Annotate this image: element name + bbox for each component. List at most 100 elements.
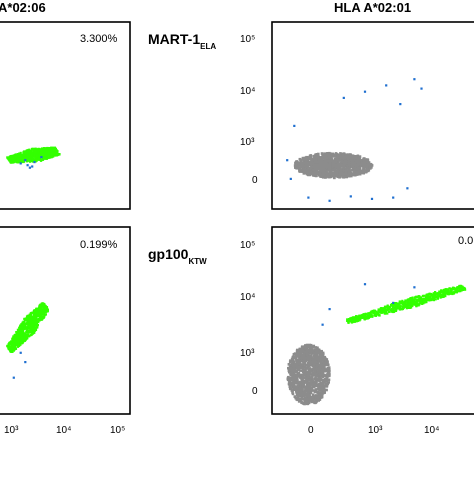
outlier-event-dot: [328, 199, 331, 202]
positive-event-dot: [12, 349, 15, 352]
negative-event-dot: [325, 172, 329, 176]
negative-event-dot: [287, 377, 290, 380]
negative-event-dot: [315, 172, 318, 175]
negative-event-dot: [326, 152, 330, 156]
negative-event-dot: [310, 389, 313, 392]
negative-event-dot: [304, 158, 308, 162]
negative-event-dot: [314, 348, 317, 352]
negative-event-dot: [336, 168, 340, 171]
negative-event-dot: [344, 170, 348, 174]
negative-event-dot: [327, 175, 331, 179]
positive-event-dot: [406, 299, 409, 303]
positive-event-dot: [37, 156, 40, 159]
positive-event-dot: [40, 318, 43, 321]
negative-event-dot: [357, 166, 360, 170]
positive-event-dot: [31, 327, 34, 330]
positive-event-dot: [16, 338, 20, 341]
negative-event-dot: [316, 387, 320, 390]
negative-event-dot: [327, 159, 330, 163]
positive-event-dot: [440, 289, 443, 292]
negative-event-dot: [322, 361, 325, 364]
negative-event-dot: [290, 389, 294, 392]
negative-event-dot: [302, 371, 306, 374]
positive-event-dot: [381, 310, 384, 313]
negative-event-dot: [329, 154, 332, 157]
positive-event-dot: [24, 327, 27, 330]
positive-event-dot: [42, 310, 45, 313]
positive-event-dot: [41, 157, 44, 160]
positive-event-dot: [21, 327, 24, 330]
positive-event-dot: [21, 321, 24, 325]
negative-event-dot: [322, 367, 326, 370]
y-tick-label: 10⁵: [240, 34, 255, 45]
positive-event-dot: [34, 147, 37, 150]
positive-event-dot: [19, 343, 22, 346]
negative-event-dot: [306, 171, 310, 174]
negative-event-dot: [312, 154, 315, 158]
negative-event-dot: [341, 173, 345, 177]
negative-event-dot: [344, 167, 348, 171]
positive-event-dot: [20, 154, 23, 157]
negative-event-dot: [316, 346, 319, 350]
positive-event-dot: [348, 320, 351, 323]
negative-event-dot: [336, 153, 339, 156]
negative-event-dot: [316, 390, 319, 394]
y-tick-label: 10⁴: [240, 292, 255, 303]
positive-event-dot: [21, 324, 24, 327]
positive-event-dot: [20, 329, 23, 332]
positive-event-dot: [417, 299, 420, 302]
positive-event-dot: [56, 151, 59, 154]
negative-event-dot: [303, 362, 306, 365]
positive-event-dot: [452, 288, 455, 291]
negative-event-dot: [292, 364, 296, 368]
negative-event-dot: [337, 162, 340, 166]
negative-event-dot: [348, 167, 351, 171]
negative-event-dot: [314, 390, 317, 393]
positive-event-dot: [49, 151, 52, 154]
positive-event-dot: [452, 286, 455, 289]
negative-event-dot: [316, 357, 320, 360]
positive-event-dot: [14, 338, 17, 341]
negative-event-dot: [292, 379, 295, 382]
negative-event-dot: [339, 152, 342, 155]
negative-event-dot: [298, 157, 302, 161]
positive-event-dot: [453, 291, 456, 294]
positive-event-dot: [33, 326, 36, 329]
positive-event-dot: [419, 302, 422, 305]
positive-event-dot: [19, 161, 22, 164]
negative-event-dot: [305, 394, 309, 398]
positive-event-dot: [432, 295, 435, 298]
positive-event-dot: [461, 285, 464, 288]
negative-event-dot: [299, 390, 303, 393]
negative-event-dot: [359, 170, 363, 174]
negative-event-dot: [350, 165, 354, 168]
negative-event-dot: [329, 172, 332, 176]
negative-event-dot: [300, 388, 304, 391]
negative-event-dot: [301, 391, 304, 394]
negative-event-dot: [340, 163, 344, 167]
negative-event-dot: [328, 373, 331, 376]
negative-event-dot: [318, 368, 322, 371]
negative-event-dot: [325, 384, 328, 388]
y-tick-label: 0: [252, 386, 258, 397]
y-axis-a0201-mart1: 10⁵ 10⁴ 10³ 0: [240, 34, 258, 186]
negative-event-dot: [331, 159, 334, 163]
negative-event-dot: [314, 351, 317, 355]
negative-event-dot: [298, 365, 301, 369]
negative-event-dot: [298, 169, 301, 172]
negative-event-dot: [335, 162, 338, 165]
negative-event-dot: [338, 171, 341, 174]
negative-event-dot: [287, 363, 291, 366]
negative-event-dot: [288, 379, 291, 383]
positive-event-dot: [31, 157, 34, 160]
positive-event-dot: [54, 151, 57, 155]
negative-event-dot: [289, 372, 292, 376]
negative-event-dot: [314, 346, 318, 349]
positive-event-dot: [35, 151, 38, 154]
negative-event-dot: [304, 388, 307, 392]
negative-event-dot: [304, 386, 307, 390]
negative-event-dot: [324, 362, 327, 365]
positive-event-dot: [49, 152, 52, 155]
negative-event-dot: [303, 396, 307, 400]
positive-event-dot: [404, 304, 407, 307]
